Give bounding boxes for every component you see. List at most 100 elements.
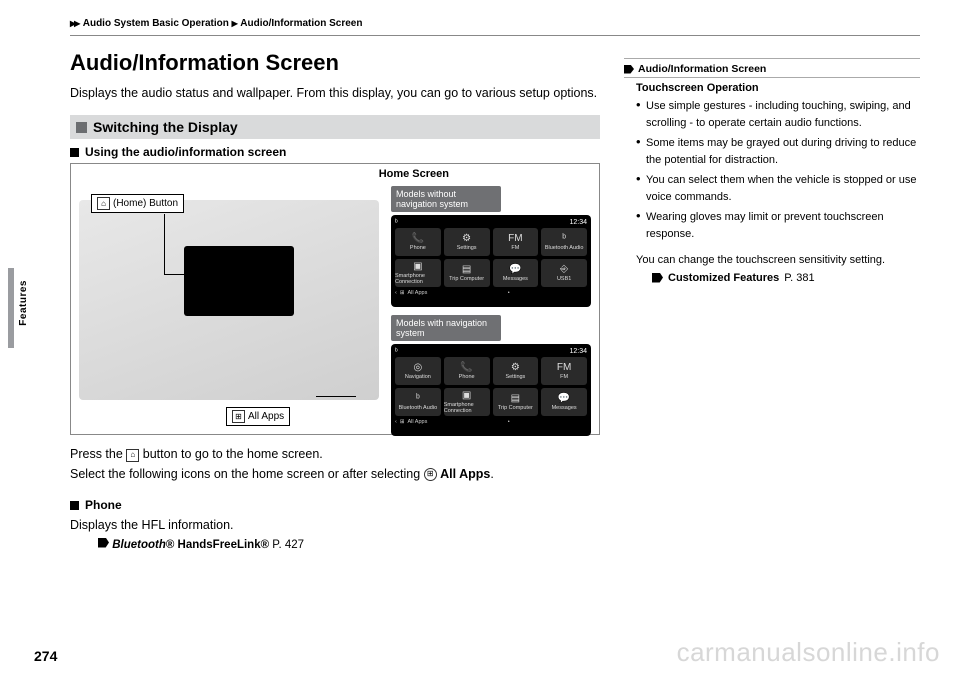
phone-title: Phone (85, 498, 122, 512)
app-tile-label: USB1 (557, 276, 571, 282)
all-apps-text: All Apps (248, 411, 284, 422)
app-tile-icon: ⚙ (462, 234, 471, 244)
app-grid: ◎Navigation📞Phone⚙SettingsFMFMᵇBluetooth… (395, 357, 587, 416)
home-icon: ⌂ (97, 197, 110, 210)
ref-page: P. 381 (784, 272, 814, 284)
app-tile: ⚙Settings (493, 357, 539, 385)
breadcrumb-part1: Audio System Basic Operation (83, 18, 229, 29)
section-square-icon (76, 122, 87, 133)
home-button-callout: ⌂ (Home) Button (91, 194, 184, 213)
press-instruction: Press the ⌂ button to go to the home scr… (70, 445, 600, 464)
section-title: Switching the Display (93, 119, 238, 135)
text-fragment: button to go to the home screen. (143, 447, 323, 461)
diagram-frame: Home Screen ⌂ (Home) Button ⊞ All Apps (70, 163, 600, 435)
breadcrumb-arrows: ▶▶ (70, 19, 78, 28)
app-tile: 💬Messages (493, 259, 539, 287)
app-tile-icon: 📞 (412, 234, 424, 244)
app-tile-label: Bluetooth Audio (545, 245, 584, 251)
watermark: carmanualsonline.info (677, 637, 940, 668)
phone-heading: Phone (70, 498, 600, 512)
app-tile-label: Phone (410, 245, 426, 251)
phone-reference: Bluetooth® HandsFreeLink® P. 427 (70, 538, 600, 551)
app-tile-label: Messages (552, 405, 577, 411)
page-dot-icon: • (508, 290, 510, 296)
breadcrumb: ▶▶ Audio System Basic Operation ▶ Audio/… (70, 18, 920, 36)
app-tile: ▣Smartphone Connection (395, 259, 441, 287)
home-button-text: (Home) Button (113, 198, 178, 209)
dashboard-screen (184, 246, 294, 316)
app-tile-label: Trip Computer (449, 276, 484, 282)
ref-text: Customized Features (668, 272, 779, 284)
app-tile-icon: ᵇ (416, 394, 420, 404)
ref-arrow-icon (98, 538, 109, 548)
app-tile: ᵇBluetooth Audio (395, 388, 441, 416)
app-tile-icon: 💬 (509, 265, 521, 275)
right-column: Audio/Information Screen Touchscreen Ope… (624, 50, 920, 551)
sidebox-reference: Customized Features P. 381 (624, 272, 920, 284)
subhead-square-icon (70, 148, 79, 157)
screen-label-with-nav: Models with navigation system (391, 315, 501, 341)
bullet-item: Some items may be grayed out during driv… (636, 135, 920, 168)
app-tile-icon: ▤ (462, 265, 471, 275)
dashboard-illustration (79, 200, 379, 400)
footer-chevron-icon: ‹ (395, 419, 397, 425)
app-tile-label: Messages (503, 276, 528, 282)
app-tile-label: FM (511, 245, 519, 251)
footer-allapps-text: All Apps (407, 290, 427, 296)
app-tile-label: Settings (457, 245, 477, 251)
app-tile-icon: FM (508, 234, 522, 244)
subheading: Using the audio/information screen (70, 145, 600, 159)
phone-text: Displays the HFL information. (70, 516, 600, 535)
app-grid: 📞Phone ⚙Settings FMFM ᵇBluetooth Audio ▣Smar… (395, 228, 587, 287)
footer-allapps-icon: ⊞ (400, 290, 405, 296)
sidebox-subhead: Touchscreen Operation (624, 77, 920, 94)
home-screen-with-nav: ᵇ 12:34 ◎Navigation📞Phone⚙SettingsFMFMᵇB… (391, 344, 591, 436)
app-tile-icon: FM (557, 363, 571, 373)
app-tile-icon: ⎆ (560, 265, 568, 275)
app-tile: ⚙Settings (444, 228, 490, 256)
bullet-item: You can select them when the vehicle is … (636, 172, 920, 205)
app-tile-label: FM (560, 374, 568, 380)
all-apps-callout: ⊞ All Apps (226, 407, 290, 426)
app-tile: FMFM (541, 357, 587, 385)
footer-allapps-icon: ⊞ (400, 419, 405, 425)
home-icon-inline: ⌂ (126, 449, 139, 462)
app-tile-icon: ⚙ (511, 363, 520, 373)
page-title: Audio/Information Screen (70, 50, 600, 76)
ref-bluetooth: Bluetooth (112, 539, 166, 551)
app-tile-label: Navigation (405, 374, 431, 380)
app-tile: ᵇBluetooth Audio (541, 228, 587, 256)
page-number: 274 (34, 648, 57, 664)
screen-footer: ‹ ⊞ All Apps • (395, 290, 587, 296)
manual-page: ▶▶ Audio System Basic Operation ▶ Audio/… (0, 0, 960, 678)
content-columns: Audio/Information Screen Displays the au… (70, 50, 920, 551)
side-tab-label: Features (18, 280, 29, 326)
app-tile-icon: 💬 (558, 394, 570, 404)
all-apps-icon-inline: ⊞ (424, 468, 437, 481)
app-tile: ▤Trip Computer (493, 388, 539, 416)
footer-chevron-icon: ‹ (395, 290, 397, 296)
home-screen-label: Home Screen (379, 168, 449, 180)
screen-footer: ‹ ⊞ All Apps • (395, 419, 587, 425)
app-tile: ⎆USB1 (541, 259, 587, 287)
left-column: Audio/Information Screen Displays the au… (70, 50, 600, 551)
callout-line (164, 214, 165, 274)
footer-allapps-text: All Apps (407, 419, 427, 425)
clock-display: 12:34 (569, 219, 587, 226)
app-tile-icon: ▣ (413, 262, 422, 272)
square-icon (70, 501, 79, 510)
ref-text: ® HandsFreeLink® (166, 539, 272, 551)
subhead-text: Using the audio/information screen (85, 145, 286, 159)
app-tile-icon: ▤ (511, 394, 520, 404)
breadcrumb-part2: Audio/Information Screen (240, 18, 362, 29)
bt-indicator-icon: ᵇ (395, 219, 398, 226)
sidebox-arrow-icon (624, 65, 634, 74)
home-screen-no-nav: ᵇ 12:34 📞Phone ⚙Settings FMFM ᵇBluetooth Au… (391, 215, 591, 307)
sidebox-title: Audio/Information Screen (638, 63, 766, 75)
app-tile: ▣Smartphone Connection (444, 388, 490, 416)
app-tile-label: Smartphone Connection (444, 402, 490, 414)
all-apps-icon: ⊞ (232, 410, 245, 423)
ref-page: P. 427 (272, 539, 304, 551)
all-apps-bold: All Apps (440, 467, 490, 481)
sidebox-header: Audio/Information Screen (624, 58, 920, 77)
